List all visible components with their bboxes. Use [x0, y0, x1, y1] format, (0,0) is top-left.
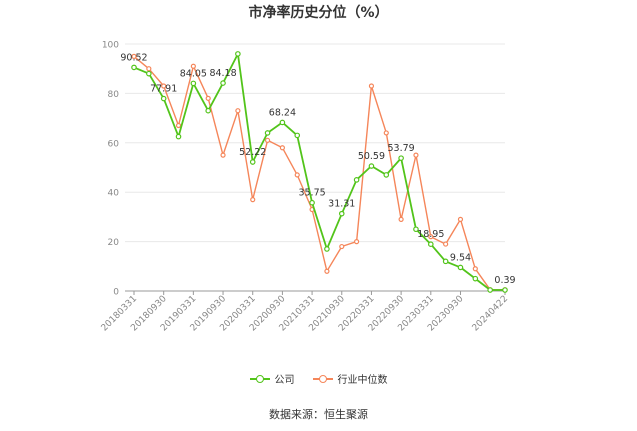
series-lines	[131, 51, 508, 293]
data-point-company	[264, 130, 271, 136]
data-point-company	[235, 51, 241, 57]
legend: 公司 行业中位数	[0, 371, 637, 386]
data-point-company	[353, 177, 360, 183]
y-tick-label: 80	[108, 90, 120, 100]
data-point-industry	[457, 216, 464, 222]
data-point-industry	[190, 63, 196, 69]
legend-label-industry: 行业中位数	[337, 375, 388, 386]
data-point-company	[175, 133, 182, 140]
data-point-industry	[175, 122, 182, 129]
data-label: 68.24	[269, 107, 296, 118]
data-point-company	[487, 287, 493, 293]
legend-swatch-company	[249, 374, 270, 384]
data-point-company	[205, 107, 212, 114]
data-point-industry	[383, 130, 389, 136]
data-point-industry	[354, 239, 360, 245]
data-point-industry	[146, 66, 152, 72]
data-point-company	[413, 226, 419, 233]
data-point-company	[324, 246, 330, 252]
data-point-industry	[205, 95, 211, 101]
data-point-company	[309, 199, 315, 206]
grid-lines	[125, 43, 505, 292]
data-label: 90.52	[120, 52, 147, 63]
data-label: 84.18	[209, 68, 236, 79]
legend-item-company[interactable]: 公司	[249, 371, 295, 386]
chart-title: 市净率历史分位（%）	[248, 5, 389, 21]
data-point-industry	[398, 216, 404, 222]
data-point-industry	[131, 53, 137, 59]
data-point-company	[294, 132, 301, 139]
y-tick-label: 20	[108, 238, 120, 248]
data-label: 50.59	[358, 151, 385, 162]
data-point-industry	[413, 152, 419, 158]
data-point-company	[398, 155, 404, 161]
legend-swatch-industry	[312, 374, 333, 384]
data-point-company	[442, 258, 449, 265]
data-point-company	[146, 70, 152, 77]
data-point-company	[160, 95, 167, 102]
data-source-note: 数据来源：恒生聚源	[269, 408, 368, 421]
legend-item-industry[interactable]: 行业中位数	[312, 371, 388, 386]
data-point-industry	[220, 152, 226, 158]
data-point-industry	[428, 234, 434, 240]
data-point-industry	[368, 83, 375, 89]
data-label: 18.95	[417, 229, 444, 240]
data-point-industry	[324, 268, 330, 274]
data-label: 0.39	[494, 275, 515, 286]
data-point-industry	[279, 145, 285, 151]
data-point-industry	[294, 172, 300, 178]
series-line-company	[133, 53, 505, 291]
data-point-industry	[235, 108, 241, 114]
data-point-company	[368, 163, 375, 169]
data-point-company	[190, 80, 197, 87]
series-line-industry	[133, 55, 505, 291]
data-point-company	[131, 64, 137, 71]
data-label: 35.75	[298, 188, 325, 199]
data-point-company	[279, 119, 286, 126]
data-label: 31.31	[328, 199, 355, 210]
y-tick-label: 0	[113, 288, 119, 298]
data-point-company	[220, 80, 226, 86]
legend-label-company: 公司	[274, 375, 295, 386]
data-label: 84.05	[180, 68, 207, 79]
x-tick-label: 20240422	[471, 294, 510, 333]
data-label: 53.79	[388, 143, 415, 154]
data-point-company	[472, 275, 479, 282]
y-tick-label: 40	[108, 189, 120, 199]
data-label: 77.91	[150, 84, 177, 95]
data-point-company	[383, 172, 390, 178]
data-point-industry	[250, 197, 256, 203]
y-tick-label: 100	[102, 41, 119, 51]
data-point-industry	[161, 83, 167, 89]
data-point-industry	[472, 266, 478, 272]
data-label: 52.22	[239, 147, 266, 158]
data-point-company	[427, 241, 434, 247]
data-point-industry	[339, 243, 345, 250]
data-point-company	[457, 264, 464, 271]
data-label: 9.54	[450, 252, 471, 263]
data-point-industry	[264, 137, 271, 143]
data-point-company	[502, 287, 508, 293]
data-point-company	[338, 210, 345, 217]
y-tick-label: 60	[108, 139, 120, 149]
data-point-industry	[443, 241, 449, 247]
data-point-company	[249, 159, 256, 165]
